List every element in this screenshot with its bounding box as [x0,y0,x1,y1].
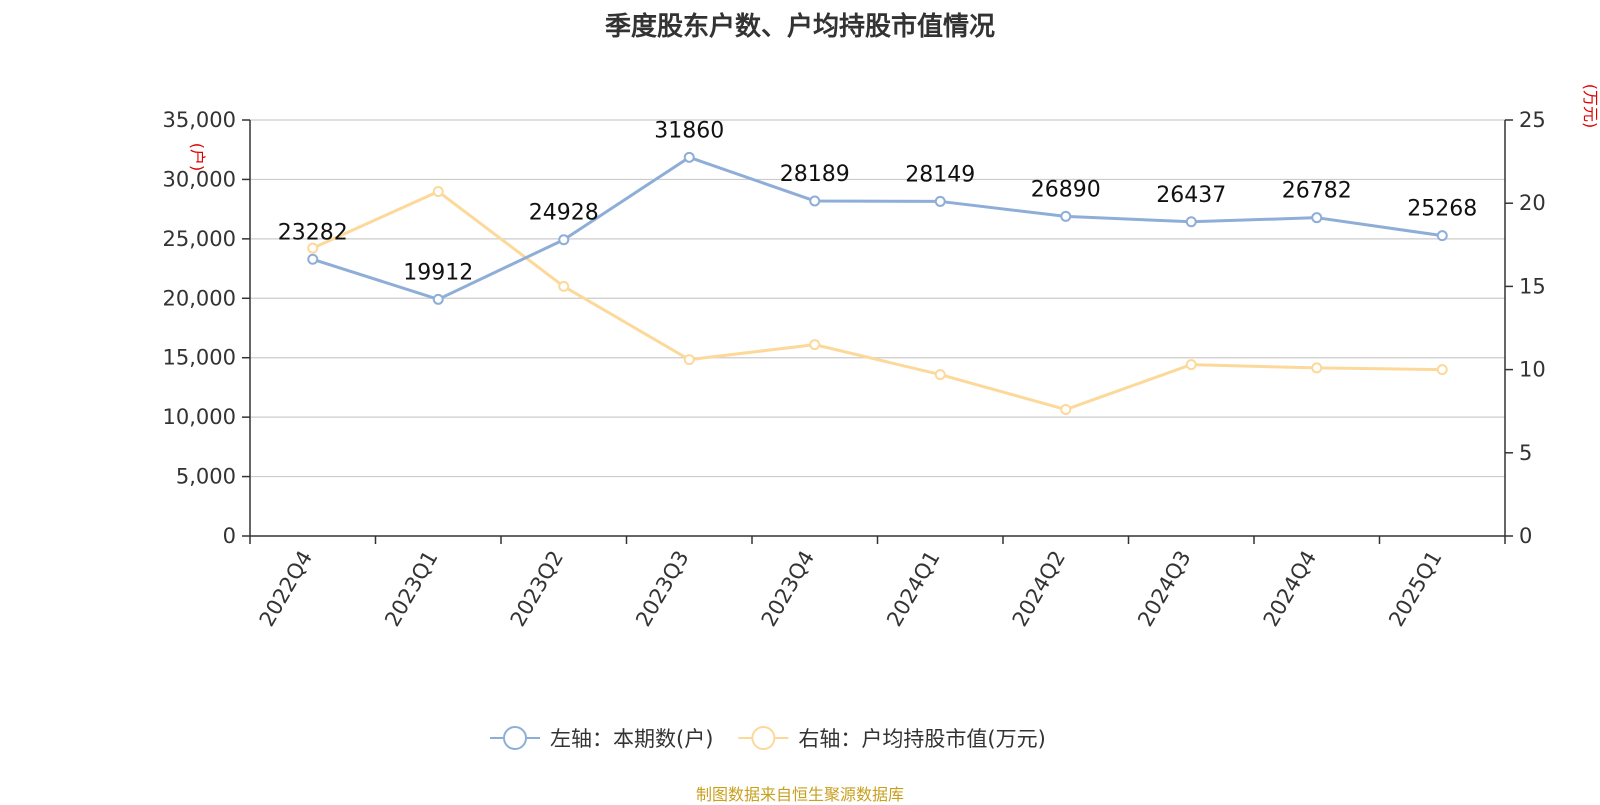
avg-value-point[interactable] [809,339,821,351]
legend-swatch-marker [503,726,527,750]
holders-point[interactable] [432,293,444,305]
y-left-tick-label: 35,000 [163,108,236,132]
x-tick-label: 2022Q4 [255,547,317,631]
legend[interactable]: 左轴：本期数(户) 右轴：户均持股市值(万元) [490,726,1046,751]
holders-point[interactable] [1311,212,1323,224]
y-right-tick-label: 10 [1519,358,1546,382]
avg-value-point[interactable] [307,242,319,254]
data-label: 28189 [780,162,850,187]
series-line-holders [312,155,1443,301]
x-tick-label: 2023Q3 [631,547,693,631]
x-tick-label: 2024Q4 [1259,547,1321,631]
legend-label: 右轴：户均持股市值(万元) [798,727,1045,751]
avg-value-point[interactable] [1436,364,1448,376]
holders-point[interactable] [809,195,821,207]
y-left-tick-label: 0 [223,524,236,548]
x-tick-label: 2023Q4 [757,547,819,631]
x-tick-label: 2024Q3 [1133,547,1195,631]
series-layer [307,151,1448,416]
avg-value-point[interactable] [432,186,444,198]
data-label: 26782 [1282,179,1352,204]
data-label: 28149 [905,162,975,187]
legend-label: 左轴：本期数(户) [550,727,713,751]
y-left-tick-label: 5,000 [176,465,236,489]
y-right-tick-label: 20 [1519,191,1546,215]
legend-item-avg-value[interactable]: 右轴：户均持股市值(万元) [738,726,1046,751]
data-label: 31860 [654,118,724,143]
avg-value-point[interactable] [934,369,946,381]
legend-item-holders[interactable]: 左轴：本期数(户) [490,726,713,751]
avg-value-point[interactable] [1311,362,1323,374]
chart-title: 季度股东户数、户均持股市值情况 [604,12,995,42]
avg-value-point[interactable] [1185,359,1197,371]
holders-point[interactable] [1185,216,1197,228]
y-right-tick-label: 15 [1519,274,1546,298]
y-left-tick-label: 30,000 [163,167,236,191]
avg-value-point[interactable] [558,280,570,292]
y-right-unit-label: (万元) [1581,84,1600,129]
x-tick-label: 2023Q1 [380,547,442,631]
holders-point[interactable] [307,253,319,265]
data-label: 23282 [278,220,348,245]
holders-point[interactable] [558,234,570,246]
y-right-tick-label: 25 [1519,108,1546,132]
legend-swatch-marker [751,726,776,750]
avg-value-point[interactable] [683,354,695,366]
avg-value-point[interactable] [1060,404,1072,416]
y-left-tick-label: 20,000 [163,286,236,310]
holders-point[interactable] [1060,210,1072,222]
x-tick-label: 2025Q1 [1384,547,1446,631]
y-right-tick-label: 5 [1519,441,1532,465]
x-tick-label: 2023Q2 [506,547,568,631]
data-label: 26437 [1156,183,1226,208]
y-left-tick-label: 25,000 [163,227,236,251]
grid-layer [250,119,1505,478]
y-left-tick-label: 10,000 [163,405,236,429]
holders-point[interactable] [934,195,946,207]
data-label: 26890 [1031,177,1101,202]
series-line-avg-value [312,190,1443,412]
holders-point[interactable] [1436,230,1448,242]
data-label: 25268 [1407,197,1477,222]
data-label: 19912 [403,260,473,285]
y-left-unit-label: (户) [188,143,207,172]
x-tick-label: 2024Q2 [1008,547,1070,631]
label-layer: 23282 19912 24928 31860 28189 28149 26890 26437… [278,118,1478,285]
source-note: 制图数据来自恒生聚源数据库 [695,785,904,804]
holders-point[interactable] [683,151,695,163]
y-left-tick-label: 15,000 [163,346,236,370]
data-label: 24928 [529,201,599,226]
y-right-tick-label: 0 [1519,524,1532,548]
x-tick-label: 2024Q1 [882,547,944,631]
